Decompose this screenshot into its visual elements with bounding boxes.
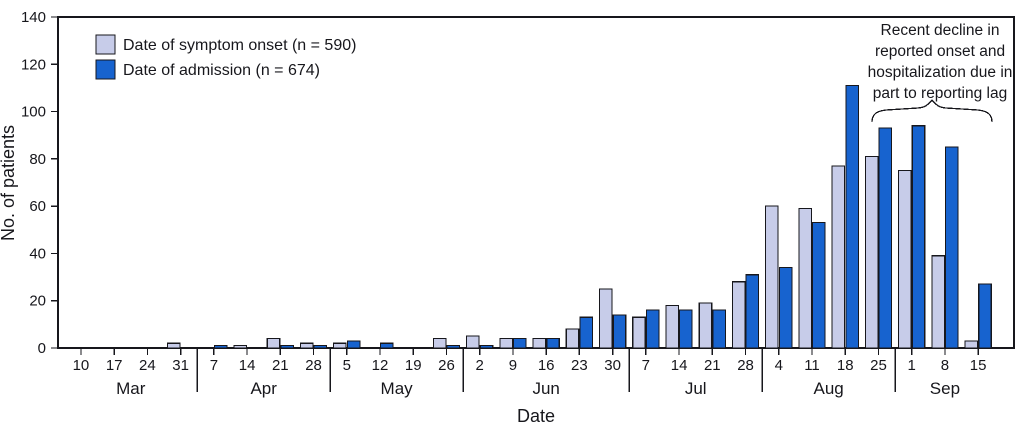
svg-text:12: 12 [372, 357, 389, 374]
svg-text:May: May [381, 379, 414, 398]
svg-text:28: 28 [737, 357, 754, 374]
svg-text:Date of symptom onset (n = 59: Date of symptom onset (n = 590) [123, 37, 356, 54]
svg-text:10: 10 [73, 357, 90, 374]
svg-text:20: 20 [29, 293, 46, 310]
svg-text:15: 15 [970, 357, 987, 374]
svg-text:28: 28 [305, 357, 322, 374]
svg-text:4: 4 [775, 357, 783, 374]
svg-text:1: 1 [908, 357, 916, 374]
svg-text:26: 26 [438, 357, 455, 374]
svg-text:Jul: Jul [685, 379, 707, 398]
svg-text:21: 21 [704, 357, 721, 374]
svg-text:Apr: Apr [250, 379, 277, 398]
svg-text:Sep: Sep [930, 379, 960, 398]
svg-text:24: 24 [139, 357, 156, 374]
svg-text:reported onset and: reported onset and [875, 43, 1005, 60]
svg-text:18: 18 [837, 357, 854, 374]
svg-text:7: 7 [642, 357, 650, 374]
svg-text:120: 120 [21, 56, 46, 73]
svg-text:30: 30 [604, 357, 621, 374]
svg-text:8: 8 [941, 357, 949, 374]
svg-text:11: 11 [804, 357, 820, 374]
svg-text:0: 0 [38, 340, 46, 357]
svg-text:Date: Date [517, 406, 555, 426]
svg-text:14: 14 [239, 357, 256, 374]
svg-text:Aug: Aug [813, 379, 843, 398]
svg-text:140: 140 [21, 9, 46, 26]
svg-text:25: 25 [870, 357, 887, 374]
svg-text:No. of patients: No. of patients [0, 125, 18, 241]
svg-text:9: 9 [509, 357, 517, 374]
svg-text:hospitalization due in: hospitalization due in [868, 64, 1013, 81]
svg-text:14: 14 [671, 357, 688, 374]
svg-text:part to reporting lag: part to reporting lag [873, 85, 1007, 102]
svg-text:5: 5 [343, 357, 351, 374]
svg-text:21: 21 [272, 357, 289, 374]
svg-text:31: 31 [172, 357, 189, 374]
svg-text:40: 40 [29, 245, 46, 262]
svg-text:80: 80 [29, 151, 46, 168]
svg-text:2: 2 [476, 357, 484, 374]
svg-text:7: 7 [210, 357, 218, 374]
svg-text:Recent decline in: Recent decline in [881, 22, 1000, 39]
svg-text:23: 23 [571, 357, 588, 374]
svg-text:60: 60 [29, 198, 46, 215]
svg-text:Jun: Jun [532, 379, 559, 398]
svg-text:16: 16 [538, 357, 555, 374]
svg-text:19: 19 [405, 357, 422, 374]
svg-text:Mar: Mar [116, 379, 146, 398]
svg-text:100: 100 [21, 104, 46, 121]
svg-text:17: 17 [106, 357, 123, 374]
svg-text:Date of admission (n = 674): Date of admission (n = 674) [123, 62, 320, 79]
